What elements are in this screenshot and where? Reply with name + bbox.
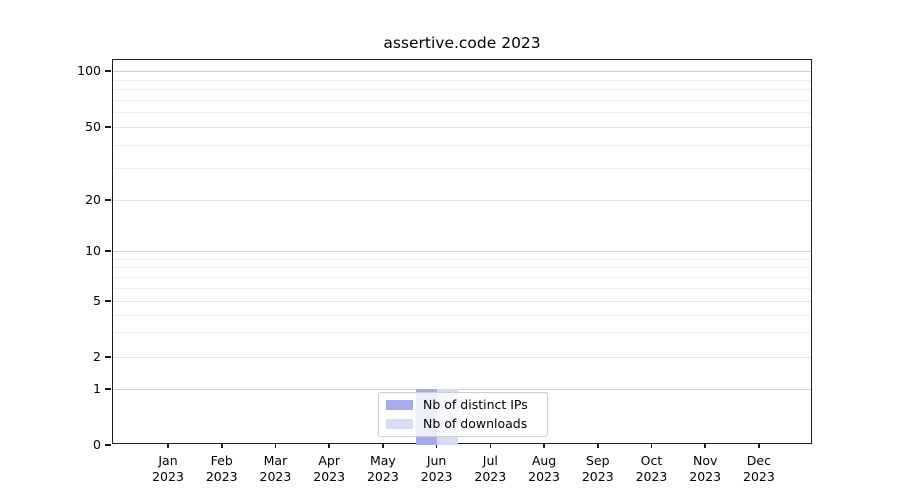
x-tick-mar <box>274 443 277 448</box>
y-tick-label-2: 2 <box>93 349 101 364</box>
x-tick-label-sep: Sep 2023 <box>581 453 614 484</box>
plot-area: Nb of distinct IPs Nb of downloads 0 1 2 5 1… <box>77 59 812 484</box>
gridline-y-50 <box>113 127 811 128</box>
gridline-y-9 <box>113 258 811 260</box>
y-tick-label-10: 10 <box>85 243 101 258</box>
gridline-y-10 <box>113 251 811 252</box>
y-tick-label-20: 20 <box>85 192 101 207</box>
gridline-y-5 <box>113 301 811 302</box>
y-tick-label-5: 5 <box>93 293 101 308</box>
legend-item-distinct-ips: Nb of distinct IPs <box>379 397 547 414</box>
x-tick-jun <box>435 443 438 448</box>
x-tick-label-nov: Nov 2023 <box>689 453 722 484</box>
x-tick-feb <box>220 443 223 448</box>
x-tick-sep <box>596 443 599 448</box>
gridline-y-3 <box>113 332 811 334</box>
x-tick-may <box>382 443 384 448</box>
gridline-y-4 <box>113 314 811 316</box>
gridline-y-40 <box>113 144 811 146</box>
y-tick-20 <box>105 199 112 201</box>
x-tick-label-jul: Jul 2023 <box>474 453 507 484</box>
legend: Nb of distinct IPs Nb of downloads <box>378 392 548 437</box>
gridline-y-90 <box>113 79 811 81</box>
legend-swatch-distinct-ips <box>386 400 413 410</box>
y-tick-50 <box>105 126 112 128</box>
y-tick-100 <box>105 70 112 72</box>
legend-item-downloads: Nb of downloads <box>379 416 547 433</box>
x-tick-label-apr: Apr 2023 <box>313 453 346 484</box>
y-tick-label-100: 100 <box>77 63 101 78</box>
y-tick-5 <box>105 300 112 302</box>
gridline-y-80 <box>113 89 811 91</box>
chart-title: assertive.code 2023 <box>383 34 541 52</box>
x-tick-label-feb: Feb 2023 <box>205 453 238 484</box>
y-tick-2 <box>105 356 112 358</box>
x-tick-label-dec: Dec 2023 <box>743 453 775 484</box>
x-tick-apr <box>328 443 330 448</box>
x-tick-dec <box>758 443 760 448</box>
gridline-y-8 <box>113 267 811 269</box>
x-tick-jul <box>489 443 492 448</box>
gridline-y-2 <box>113 357 811 358</box>
legend-label-downloads: Nb of downloads <box>423 416 528 431</box>
y-tick-label-50: 50 <box>85 119 101 134</box>
y-tick-label-1: 1 <box>93 381 101 396</box>
legend-swatch-downloads <box>386 419 413 429</box>
x-tick-oct <box>650 443 653 448</box>
gridline-y-60 <box>113 112 811 114</box>
y-tick-1 <box>105 388 112 390</box>
gridline-y-6 <box>113 287 811 289</box>
gridline-y-7 <box>113 276 811 278</box>
x-tick-nov <box>704 443 706 448</box>
gridline-y-70 <box>113 99 811 101</box>
x-tick-label-oct: Oct 2023 <box>635 453 668 484</box>
gridline-y-100 <box>113 71 811 72</box>
y-tick-label-0: 0 <box>93 437 101 452</box>
legend-label-distinct-ips: Nb of distinct IPs <box>423 397 528 412</box>
gridline-y-1 <box>113 389 811 390</box>
gridline-y-20 <box>113 200 811 201</box>
x-tick-label-aug: Aug 2023 <box>528 453 560 484</box>
x-tick-label-jun: Jun 2023 <box>420 453 453 484</box>
x-tick-aug <box>543 443 545 448</box>
x-tick-label-mar: Mar 2023 <box>259 453 292 484</box>
x-tick-label-jan: Jan 2023 <box>152 453 184 484</box>
y-tick-10 <box>105 250 112 252</box>
y-tick-0 <box>105 444 112 446</box>
x-tick-label-may: May 2023 <box>366 453 399 484</box>
x-tick-jan <box>167 443 169 448</box>
gridline-y-30 <box>113 167 811 169</box>
